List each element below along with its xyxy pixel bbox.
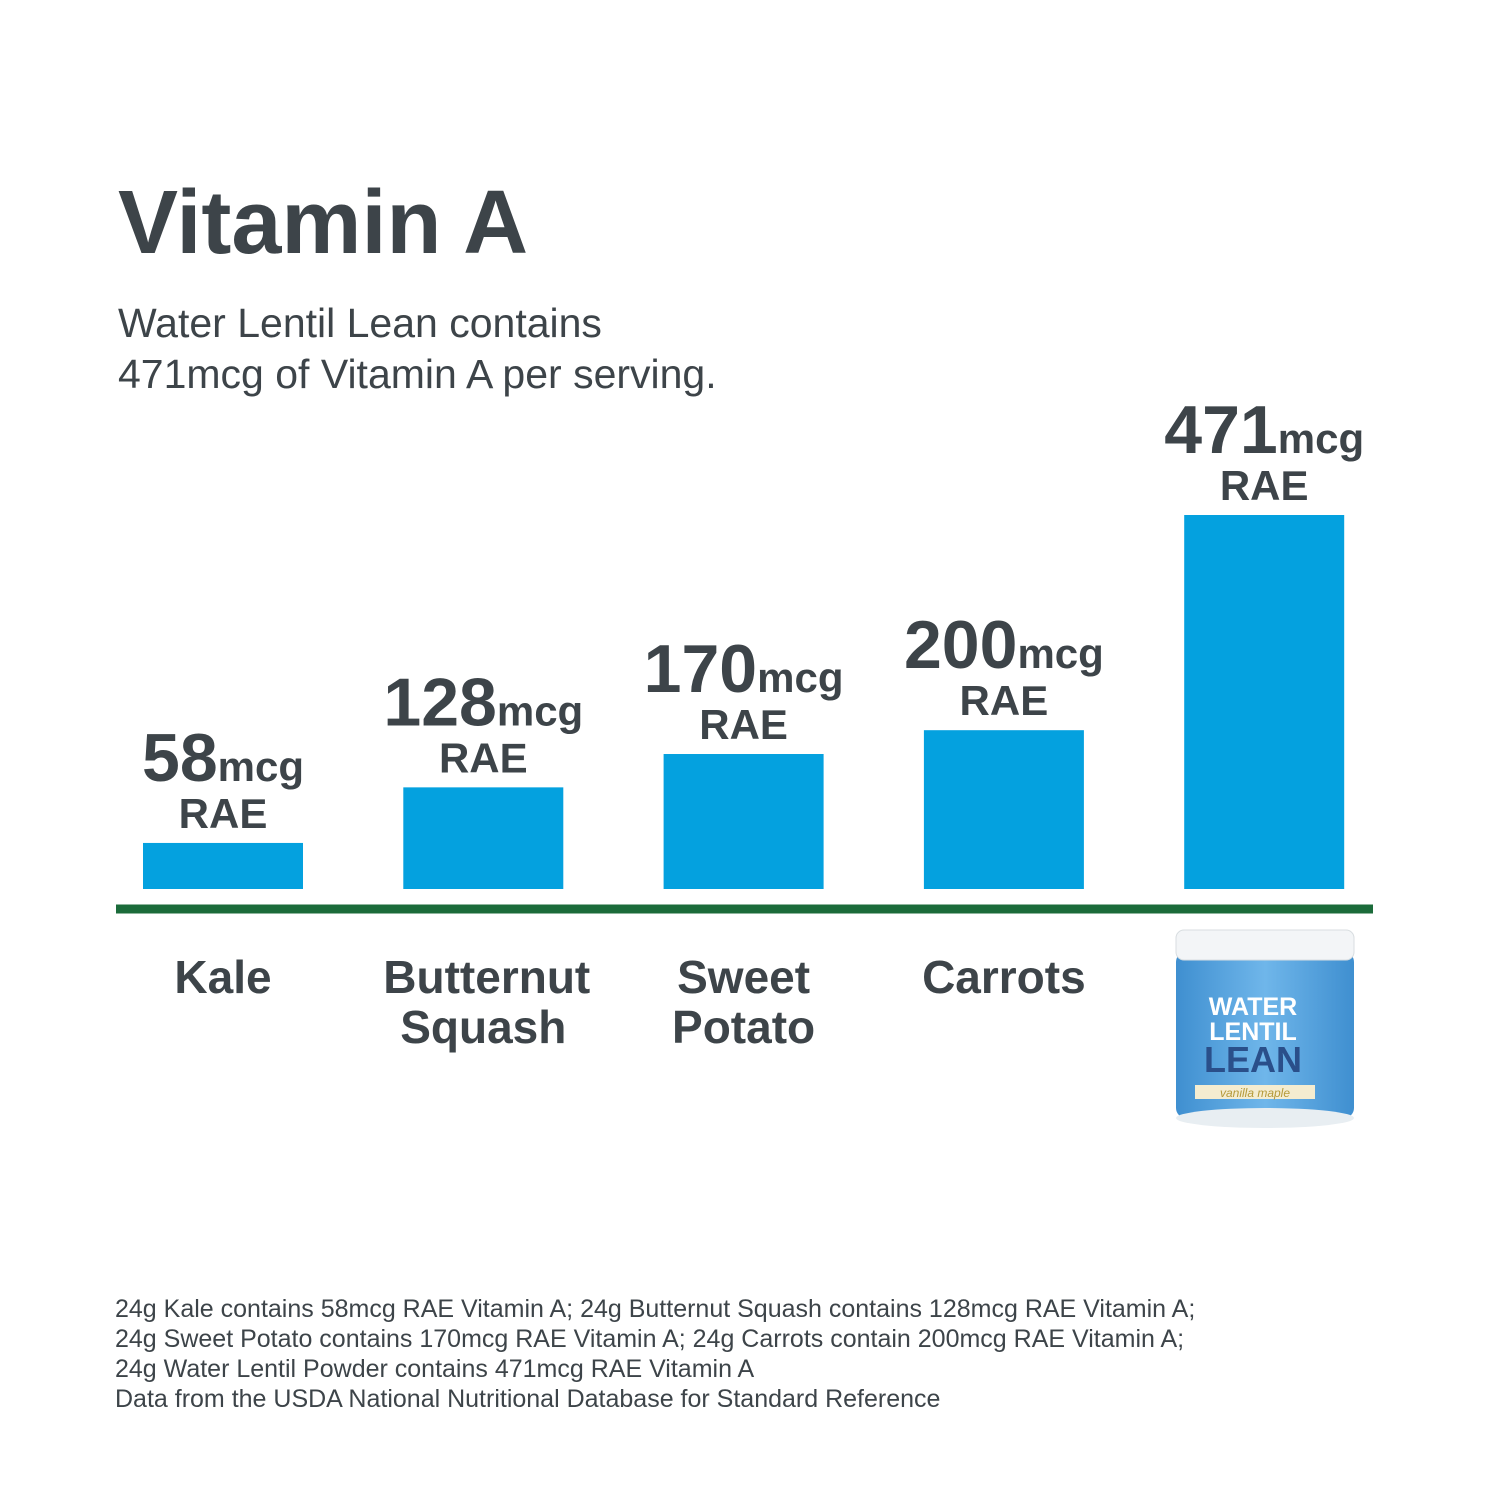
data-label-value: 170 [644, 631, 757, 707]
footnotes: 24g Kale contains 58mcg RAE Vitamin A; 2… [115, 1295, 1195, 1413]
data-label-basis: RAE [699, 701, 788, 748]
data-label: 128mcg [383, 664, 583, 740]
x-tick-label: Sweet Potato [672, 951, 816, 1053]
data-label-basis: RAE [960, 677, 1049, 724]
data-label: 170mcg [644, 631, 844, 707]
data-label-value: 128 [383, 664, 496, 740]
footnote: 24g Kale contains 58mcg RAE Vitamin A; 2… [115, 1295, 1195, 1323]
data-label-value: 58 [142, 720, 218, 796]
product-label: WATER [1209, 993, 1297, 1021]
product-jar: WATER LENTIL LEAN vanilla maple [1175, 929, 1355, 1128]
data-label: 200mcg [904, 607, 1104, 683]
subtitle: 471mcg of Vitamin A per serving. [118, 351, 717, 397]
data-label-basis: RAE [179, 790, 268, 837]
data-label-value: 471 [1164, 392, 1277, 468]
data-label-value: 200 [904, 607, 1017, 683]
bar [923, 730, 1084, 889]
data-label: 471mcg [1164, 392, 1364, 468]
bar [663, 754, 824, 889]
data-label-unit: mcg [1017, 630, 1103, 677]
data-label-unit: mcg [757, 654, 843, 701]
bar [403, 787, 564, 889]
footnote: 24g Water Lentil Powder contains 471mcg … [115, 1355, 755, 1383]
product-label: LEAN [1204, 1039, 1302, 1080]
data-label-basis: RAE [439, 734, 528, 781]
data-label-unit: mcg [497, 687, 583, 734]
x-tick-label: Carrots [922, 951, 1086, 1003]
chart-title: Vitamin A [118, 173, 528, 273]
product-label: LENTIL [1209, 1018, 1297, 1046]
data-label-basis: RAE [1220, 462, 1309, 509]
x-tick-label: Butternut Squash [383, 951, 591, 1053]
footnote: Data from the USDA National Nutritional … [115, 1385, 940, 1413]
data-label: 58mcg [142, 720, 304, 796]
data-label-unit: mcg [218, 743, 304, 790]
product-label: vanilla maple [1220, 1086, 1290, 1100]
footnote: 24g Sweet Potato contains 170mcg RAE Vit… [115, 1325, 1184, 1353]
subtitle: Water Lentil Lean contains [118, 300, 602, 346]
bar [1184, 515, 1345, 889]
data-label-unit: mcg [1278, 415, 1364, 462]
bar [143, 842, 303, 889]
x-tick-label: Kale [174, 951, 272, 1003]
